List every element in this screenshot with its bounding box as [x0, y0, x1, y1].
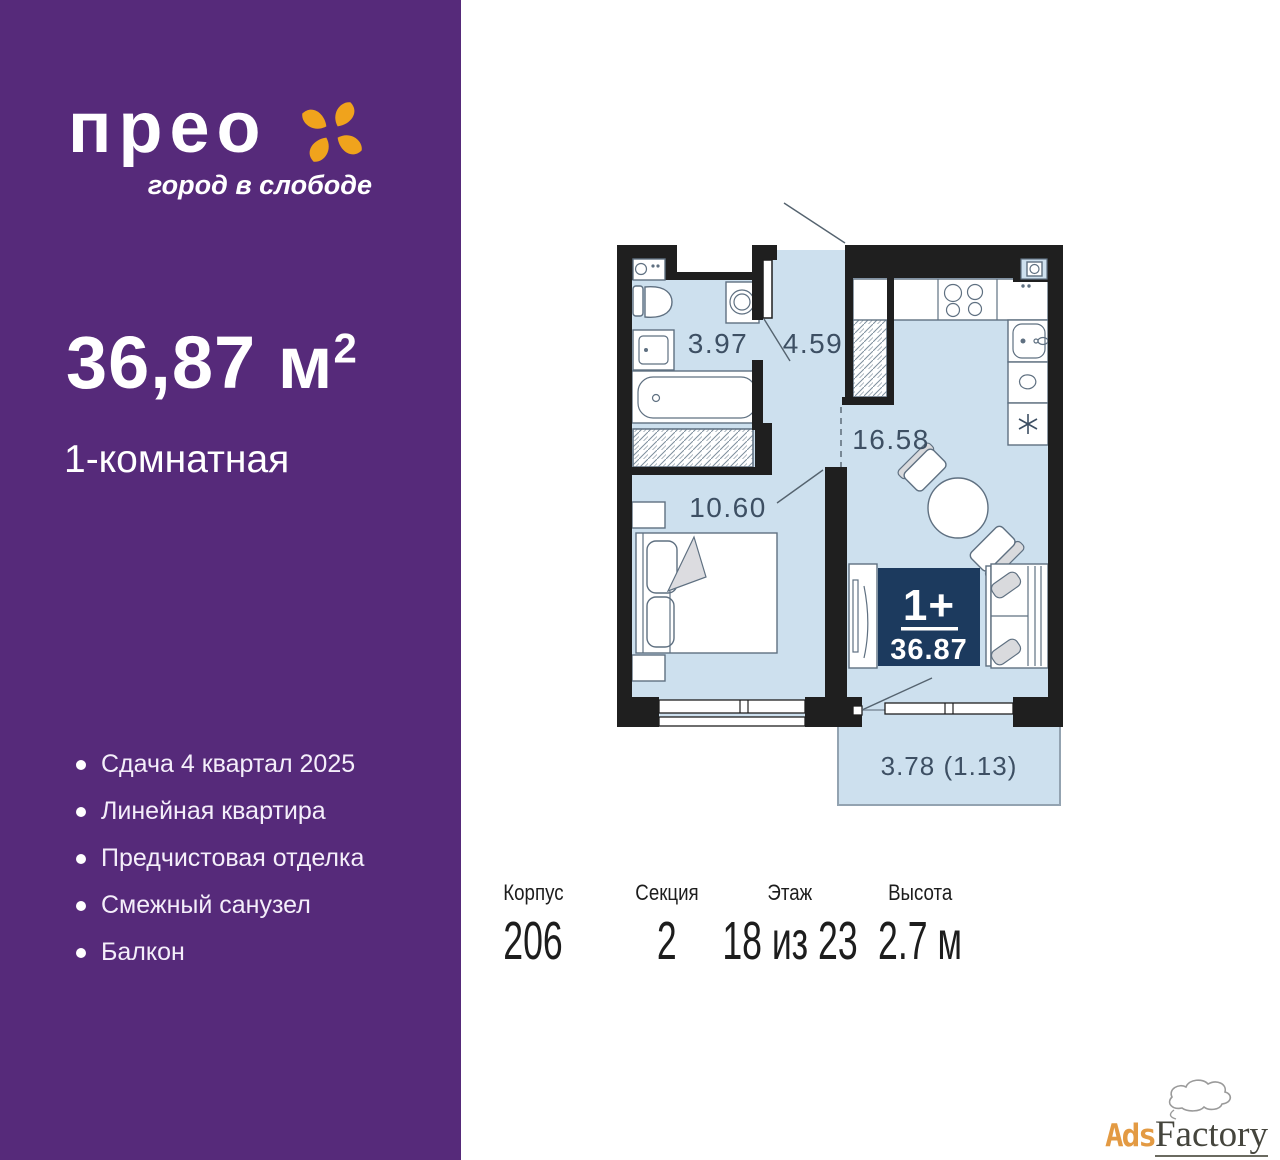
apartment-badge: 1+ 36.87: [878, 568, 980, 666]
tv-stand: [848, 563, 878, 669]
towel-rack: [632, 428, 754, 468]
badge-area: 36.87: [890, 634, 968, 666]
feature-label: Балкон: [101, 938, 185, 966]
dining-table: [927, 477, 989, 539]
stat-label: Этаж: [767, 880, 813, 905]
feature-item: Сдача 4 квартал 2025: [76, 750, 364, 779]
sofa: [985, 563, 1049, 669]
watermark-text: AdsFactory: [1104, 1113, 1268, 1157]
stat-value: 2.7 м: [878, 911, 962, 971]
feature-item: Смежный санузел: [76, 891, 364, 920]
stat-height: Высота 2.7 м: [856, 880, 983, 972]
toilet: [632, 285, 673, 318]
brand-tagline: город в слободе: [147, 170, 372, 200]
fridge: [1007, 402, 1049, 446]
bullet-icon: [76, 947, 86, 958]
balcony-window: [852, 702, 1014, 716]
stat-value: 2: [657, 911, 677, 971]
feature-label: Линейная квартира: [101, 797, 326, 825]
watermark: AdsFactory: [1086, 1068, 1276, 1160]
stat-building: Корпус 206: [488, 880, 578, 972]
bathtub: [631, 370, 763, 424]
stat-value: 206: [503, 911, 563, 971]
bathroom-vent: [632, 258, 666, 281]
brand-logo: прео: [68, 88, 268, 168]
area-sup: 2: [333, 324, 358, 372]
feature-list: Сдача 4 квартал 2025 Линейная квартира П…: [76, 750, 364, 985]
room-label-bedroom: 10.60: [689, 492, 767, 523]
feature-label: Смежный санузел: [101, 891, 311, 919]
apartment-type: 1-комнатная: [64, 438, 290, 481]
door-swings: [763, 202, 933, 711]
dining-chair: [897, 442, 947, 492]
bullet-icon: [76, 759, 86, 770]
bed: [635, 532, 778, 654]
badge-type: 1+: [903, 581, 955, 630]
feature-item: Предчистовая отделка: [76, 844, 364, 873]
washbasin: [632, 329, 675, 371]
entrance-door-leaf: [762, 259, 773, 319]
nightstand: [631, 501, 666, 682]
stat-label: Корпус: [502, 880, 564, 905]
watermark-factory: Factory: [1154, 1114, 1268, 1157]
cloud-icon: [1168, 1079, 1232, 1120]
bedroom-window: [658, 699, 806, 727]
left-panel: прео город в слободе 36,87 м2 1-комнатна…: [0, 0, 461, 1160]
feature-label: Сдача 4 квартал 2025: [101, 750, 356, 778]
feature-item: Балкон: [76, 938, 364, 967]
floor-plan: 3.97 4.59 16.58 10.60 3.78 (1.13) 1+ 36.…: [617, 202, 1063, 806]
stove: [943, 283, 984, 318]
stat-value: 18 из 23: [722, 911, 858, 971]
room-label-kitchen: 16.58: [852, 424, 930, 455]
dishwasher: [1007, 361, 1049, 404]
room-label-balcony: 3.78 (1.13): [881, 751, 1018, 781]
room-label-hallway: 4.59: [783, 328, 844, 359]
feature-label: Предчистовая отделка: [101, 844, 365, 872]
stat-floor: Этаж 18 из 23: [687, 880, 892, 972]
stat-label: Секция: [635, 880, 699, 905]
stat-label: Высота: [887, 880, 953, 905]
brand-flower-icon: [290, 90, 405, 179]
area-value: 36,87 м: [66, 321, 334, 404]
bullet-icon: [76, 806, 86, 817]
bullet-icon: [76, 853, 86, 864]
feature-item: Линейная квартира: [76, 797, 364, 826]
walls: [617, 245, 1063, 727]
room-label-bathroom: 3.97: [688, 328, 749, 359]
watermark-ads: Ads: [1104, 1118, 1157, 1154]
stat-section: Секция 2: [630, 880, 705, 972]
kitchen-sink: [1007, 319, 1049, 363]
vent-shaft: [1020, 258, 1048, 288]
apartment-area: 36,87 м2: [66, 322, 358, 403]
bullet-icon: [76, 900, 86, 911]
